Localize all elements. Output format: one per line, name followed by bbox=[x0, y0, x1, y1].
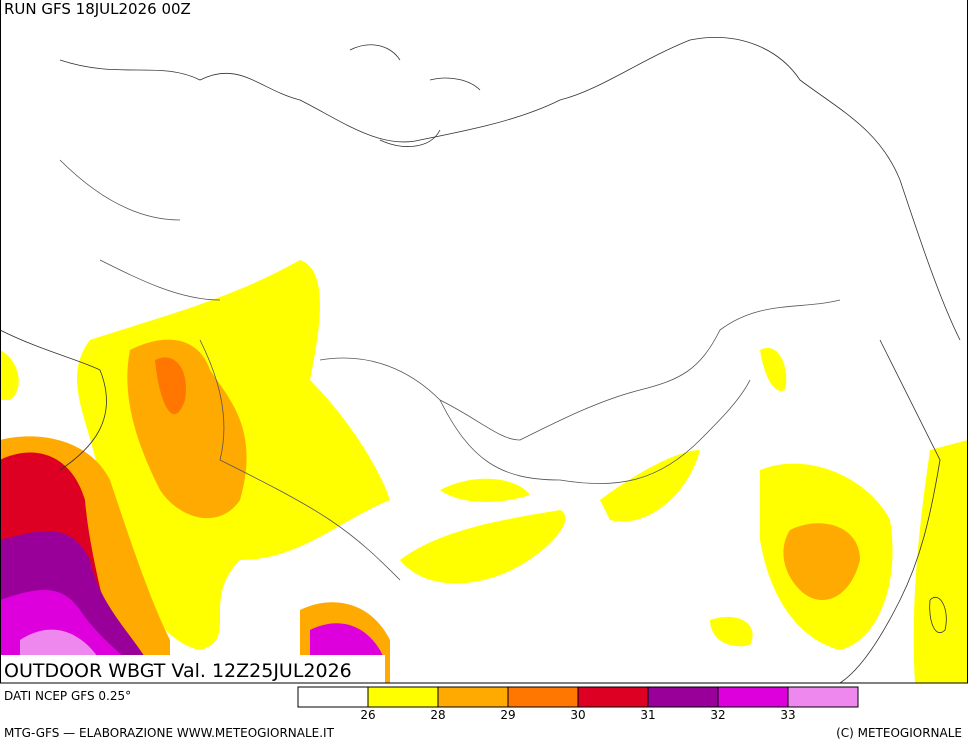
footer-left: MTG-GFS — ELABORAZIONE WWW.METEOGIORNALE… bbox=[4, 726, 335, 740]
legend-swatch bbox=[787, 686, 859, 708]
legend-tick: 31 bbox=[640, 708, 655, 722]
legend-tick: 32 bbox=[710, 708, 725, 722]
legend-swatch bbox=[647, 686, 719, 708]
legend-tick: 30 bbox=[570, 708, 585, 722]
legend-tick: 29 bbox=[500, 708, 515, 722]
legend-swatch bbox=[577, 686, 649, 708]
source-label: DATI NCEP GFS 0.25° bbox=[4, 689, 131, 703]
legend-tick: 28 bbox=[430, 708, 445, 722]
color-legend: 26 28 29 30 31 32 33 bbox=[297, 686, 859, 722]
legend-swatch bbox=[437, 686, 509, 708]
run-label: RUN GFS 18JUL2026 00Z bbox=[4, 0, 191, 18]
legend-swatch bbox=[367, 686, 439, 708]
legend-swatch bbox=[297, 686, 369, 708]
legend-swatch bbox=[507, 686, 579, 708]
footer-right: (C) METEOGIORNALE bbox=[836, 726, 962, 740]
map-title: OUTDOOR WBGT Val. 12Z25JUL2026 bbox=[4, 660, 352, 682]
legend-tick: 33 bbox=[780, 708, 795, 722]
coastlines bbox=[0, 37, 961, 684]
title-box bbox=[0, 655, 385, 683]
borders bbox=[59, 159, 841, 581]
legend-tick: 26 bbox=[360, 708, 375, 722]
legend-swatch bbox=[717, 686, 789, 708]
